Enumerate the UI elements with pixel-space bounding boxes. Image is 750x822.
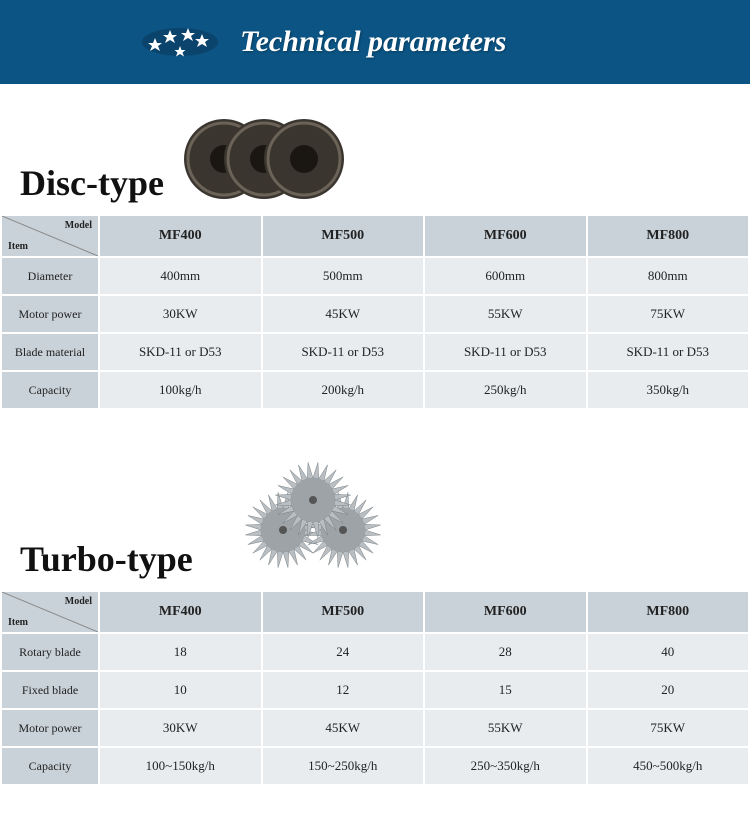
- turbo-row-2-label: Motor power: [2, 710, 98, 746]
- turbo-section-header: Turbo-type: [0, 410, 750, 590]
- turbo-row-3-label: Capacity: [2, 748, 98, 784]
- table-row: Motor power 30KW 45KW 55KW 75KW: [2, 710, 748, 746]
- table-cell: 12: [263, 672, 424, 708]
- table-cell: 30KW: [100, 296, 261, 332]
- table-cell: 100~150kg/h: [100, 748, 261, 784]
- table-cell: 75KW: [588, 710, 749, 746]
- table-cell: SKD-11 or D53: [100, 334, 261, 370]
- table-cell: 800mm: [588, 258, 749, 294]
- disc-col-3: MF800: [588, 216, 749, 256]
- table-cell: 100kg/h: [100, 372, 261, 408]
- disc-col-2: MF600: [425, 216, 586, 256]
- table-cell: 18: [100, 634, 261, 670]
- corner-model-label: Model: [65, 596, 92, 607]
- turbo-corner-cell: Model Item: [2, 592, 98, 632]
- disc-col-1: MF500: [263, 216, 424, 256]
- table-row: Capacity 100~150kg/h 150~250kg/h 250~350…: [2, 748, 748, 784]
- table-row: Blade material SKD-11 or D53 SKD-11 or D…: [2, 334, 748, 370]
- disc-row-0-label: Diameter: [2, 258, 98, 294]
- table-cell: 40: [588, 634, 749, 670]
- table-cell: 24: [263, 634, 424, 670]
- table-cell: 200kg/h: [263, 372, 424, 408]
- turbo-row-0-label: Rotary blade: [2, 634, 98, 670]
- table-cell: 600mm: [425, 258, 586, 294]
- table-cell: 450~500kg/h: [588, 748, 749, 784]
- disc-col-0: MF400: [100, 216, 261, 256]
- turbo-table: Model Item MF400 MF500 MF600 MF800 Rotar…: [0, 590, 750, 786]
- table-cell: 28: [425, 634, 586, 670]
- corner-item-label: Item: [8, 617, 28, 628]
- table-cell: SKD-11 or D53: [263, 334, 424, 370]
- corner-model-label: Model: [65, 220, 92, 231]
- disc-row-3-label: Capacity: [2, 372, 98, 408]
- turbo-title: Turbo-type: [20, 538, 193, 580]
- page-header: Technical parameters: [0, 0, 750, 84]
- turbo-col-3: MF800: [588, 592, 749, 632]
- table-row: Capacity 100kg/h 200kg/h 250kg/h 350kg/h: [2, 372, 748, 408]
- table-row: Diameter 400mm 500mm 600mm 800mm: [2, 258, 748, 294]
- page-title: Technical parameters: [240, 25, 506, 59]
- table-cell: SKD-11 or D53: [425, 334, 586, 370]
- stars-logo: [140, 18, 220, 66]
- turbo-image: [213, 460, 413, 580]
- turbo-col-1: MF500: [263, 592, 424, 632]
- table-cell: 75KW: [588, 296, 749, 332]
- disc-table: Model Item MF400 MF500 MF600 MF800 Diame…: [0, 214, 750, 410]
- turbo-col-2: MF600: [425, 592, 586, 632]
- disc-row-1-label: Motor power: [2, 296, 98, 332]
- table-cell: 55KW: [425, 296, 586, 332]
- table-cell: 250kg/h: [425, 372, 586, 408]
- disc-title: Disc-type: [20, 162, 164, 204]
- disc-section-header: Disc-type: [0, 84, 750, 214]
- table-cell: 20: [588, 672, 749, 708]
- table-cell: 45KW: [263, 296, 424, 332]
- table-cell: 400mm: [100, 258, 261, 294]
- table-cell: 30KW: [100, 710, 261, 746]
- table-row: Motor power 30KW 45KW 55KW 75KW: [2, 296, 748, 332]
- table-cell: 10: [100, 672, 261, 708]
- table-cell: 15: [425, 672, 586, 708]
- table-cell: SKD-11 or D53: [588, 334, 749, 370]
- disc-image: [184, 114, 354, 204]
- table-cell: 150~250kg/h: [263, 748, 424, 784]
- table-cell: 250~350kg/h: [425, 748, 586, 784]
- table-cell: 350kg/h: [588, 372, 749, 408]
- disc-corner-cell: Model Item: [2, 216, 98, 256]
- table-cell: 45KW: [263, 710, 424, 746]
- turbo-col-0: MF400: [100, 592, 261, 632]
- corner-item-label: Item: [8, 241, 28, 252]
- table-cell: 55KW: [425, 710, 586, 746]
- table-row: Rotary blade 18 24 28 40: [2, 634, 748, 670]
- disc-row-2-label: Blade material: [2, 334, 98, 370]
- turbo-row-1-label: Fixed blade: [2, 672, 98, 708]
- table-row: Fixed blade 10 12 15 20: [2, 672, 748, 708]
- table-cell: 500mm: [263, 258, 424, 294]
